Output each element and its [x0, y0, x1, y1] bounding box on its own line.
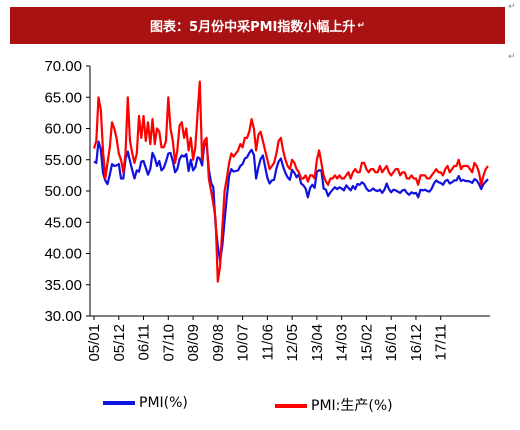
x-tick-label: 13/04	[309, 324, 326, 362]
paragraph-mark-icon: ↵	[357, 20, 365, 31]
y-tick-label: 40.00	[44, 246, 82, 263]
x-tick-label: 15/02	[358, 324, 375, 362]
x-tick-label: 14/03	[334, 324, 351, 362]
chart-title-banner: 图表：5月份中采PMI指数小幅上升 ↵	[10, 7, 505, 44]
x-tick-label: 11/06	[259, 324, 276, 360]
x-tick-label: 16/12	[408, 324, 425, 362]
x-tick-label: 08/09	[185, 324, 202, 362]
y-tick-label: 70.00	[44, 58, 82, 75]
y-tick-label: 30.00	[44, 308, 82, 325]
paragraph-mark-icon: ↵	[508, 52, 516, 62]
chart-title: 图表：5月份中采PMI指数小幅上升	[150, 20, 356, 35]
x-tick-label: 06/11	[136, 324, 153, 360]
x-tick-label: 05/12	[111, 324, 128, 362]
x-tick-label: 07/10	[160, 324, 177, 362]
y-tick-label: 65.00	[44, 89, 82, 106]
x-tick-label: 10/07	[235, 324, 252, 362]
paragraph-mark-icon: ↵	[508, 2, 516, 12]
x-tick-label: 05/01	[86, 324, 103, 362]
x-tick-label: 17/11	[433, 324, 450, 360]
y-tick-label: 55.00	[44, 152, 82, 169]
x-tick-label: 09/08	[210, 324, 227, 362]
x-tick-label: 16/01	[383, 324, 400, 362]
y-tick-label: 50.00	[44, 183, 82, 200]
y-tick-label: 45.00	[44, 214, 82, 231]
x-tick-label: 12/05	[284, 324, 301, 362]
legend-item-pmi: PMI(%)	[103, 395, 188, 411]
series-line-pmi	[93, 140, 489, 263]
legend-swatch-pmi-production	[275, 404, 307, 408]
series-line-pmi-production	[92, 80, 489, 283]
y-tick-label: 35.00	[44, 277, 82, 294]
legend-item-pmi-production: PMI:生产(%)	[275, 395, 393, 415]
legend-swatch-pmi	[103, 401, 135, 405]
y-tick-label: 60.00	[44, 121, 82, 138]
legend-label-pmi: PMI(%)	[139, 395, 188, 411]
legend-label-pmi-production: PMI:生产(%)	[311, 398, 393, 414]
